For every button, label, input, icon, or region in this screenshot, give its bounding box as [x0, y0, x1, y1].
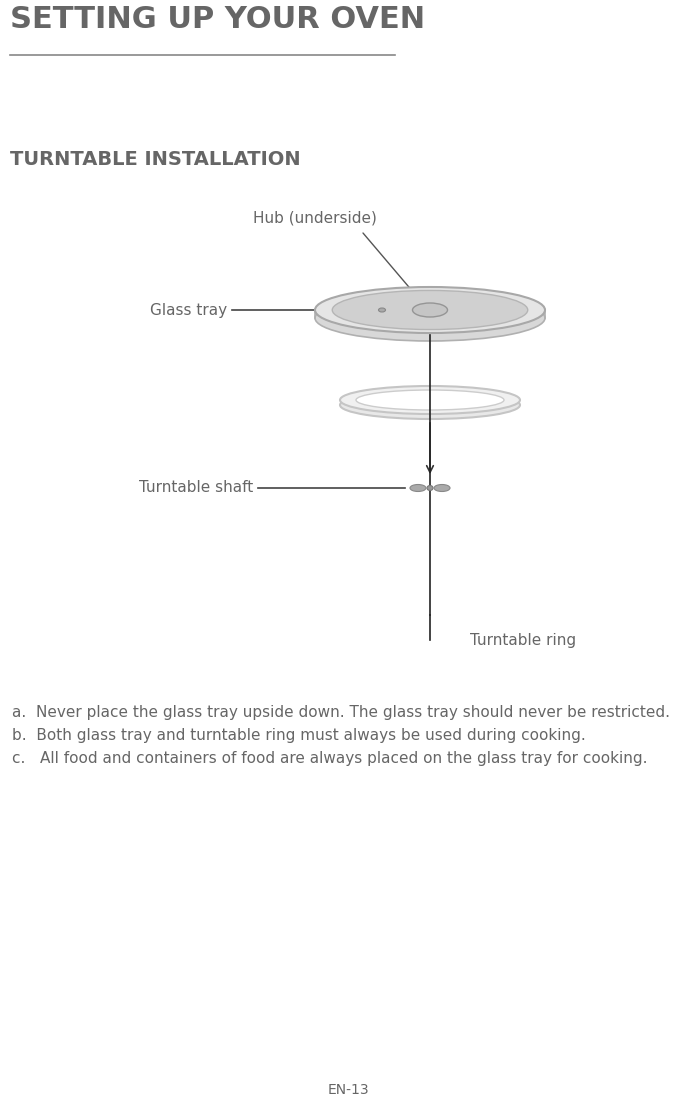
Ellipse shape	[413, 303, 448, 317]
Text: c.   All food and containers of food are always placed on the glass tray for coo: c. All food and containers of food are a…	[12, 752, 647, 766]
Ellipse shape	[379, 308, 386, 312]
Ellipse shape	[315, 295, 545, 341]
Text: Glass tray: Glass tray	[150, 302, 227, 318]
Ellipse shape	[410, 485, 426, 492]
Ellipse shape	[340, 391, 520, 419]
Ellipse shape	[315, 287, 545, 333]
Ellipse shape	[340, 386, 520, 414]
Text: SETTING UP YOUR OVEN: SETTING UP YOUR OVEN	[10, 4, 425, 33]
Text: EN-13: EN-13	[327, 1083, 369, 1097]
Text: b.  Both glass tray and turntable ring must always be used during cooking.: b. Both glass tray and turntable ring mu…	[12, 728, 586, 743]
Ellipse shape	[434, 485, 450, 492]
Text: Turntable ring: Turntable ring	[470, 632, 576, 648]
Text: a.  Never place the glass tray upside down. The glass tray should never be restr: a. Never place the glass tray upside dow…	[12, 705, 670, 720]
Ellipse shape	[356, 390, 504, 410]
Text: Hub (underside): Hub (underside)	[253, 211, 377, 225]
Ellipse shape	[332, 290, 528, 330]
Text: Turntable shaft: Turntable shaft	[139, 481, 253, 495]
Ellipse shape	[427, 485, 433, 491]
Text: TURNTABLE INSTALLATION: TURNTABLE INSTALLATION	[10, 151, 301, 169]
